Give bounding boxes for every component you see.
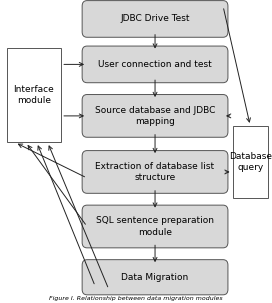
Text: SQL sentence preparation
module: SQL sentence preparation module [96,216,214,237]
FancyBboxPatch shape [82,1,228,37]
FancyBboxPatch shape [82,151,228,193]
FancyBboxPatch shape [233,126,268,198]
Text: Extraction of database list
structure: Extraction of database list structure [95,162,215,182]
Text: Source database and JDBC
mapping: Source database and JDBC mapping [95,106,215,126]
FancyBboxPatch shape [82,95,228,137]
Text: Data Migration: Data Migration [121,273,189,282]
Text: Database
query: Database query [229,152,272,172]
Text: JDBC Drive Test: JDBC Drive Test [120,15,190,23]
Text: User connection and test: User connection and test [98,60,212,69]
FancyBboxPatch shape [82,205,228,248]
Text: Interface
module: Interface module [14,85,54,105]
FancyBboxPatch shape [82,46,228,83]
Text: Figure I. Relationship between data migration modules: Figure I. Relationship between data migr… [49,296,223,301]
FancyBboxPatch shape [82,260,228,295]
FancyBboxPatch shape [7,48,61,142]
